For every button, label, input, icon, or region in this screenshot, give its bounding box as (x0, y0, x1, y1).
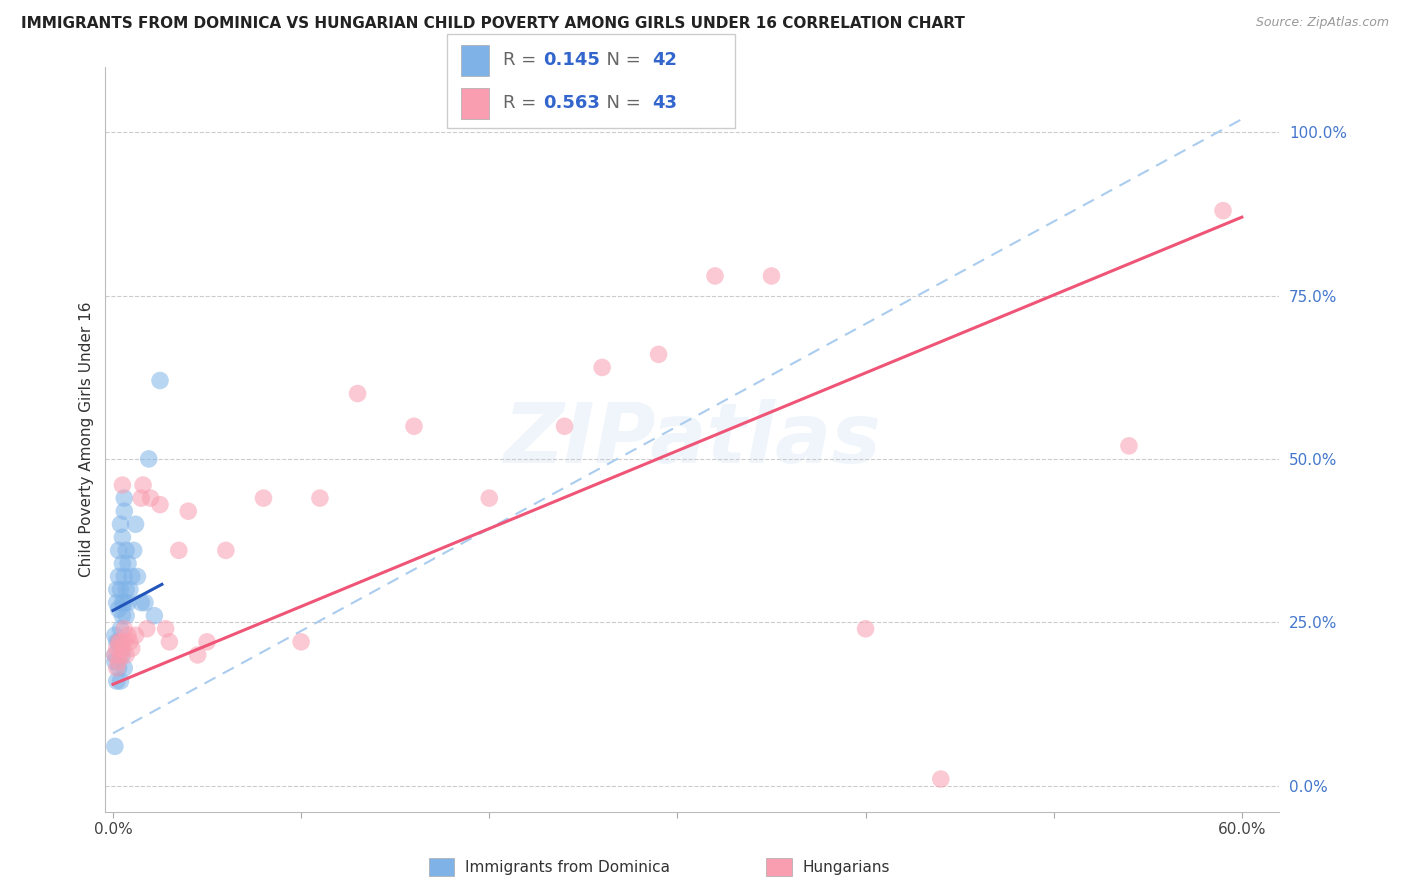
Point (1212, 203, 1234, 218)
Point (112, 569, 135, 583)
Point (591, 360, 613, 375)
Point (115, 648, 138, 662)
Point (127, 569, 149, 583)
Point (104, 648, 127, 662)
Point (290, 635, 312, 649)
Point (110, 674, 132, 689)
Point (111, 478, 134, 492)
Point (135, 622, 157, 636)
Point (118, 635, 141, 649)
Text: Immigrants from Dominica: Immigrants from Dominica (465, 860, 671, 874)
Point (112, 596, 135, 610)
Point (134, 596, 156, 610)
Point (107, 602, 129, 616)
Text: 0.145: 0.145 (543, 51, 599, 69)
Point (111, 641, 134, 656)
Point (117, 596, 139, 610)
Point (104, 628, 127, 642)
Point (105, 661, 128, 675)
Point (1118, 439, 1140, 453)
Text: ZIPatlas: ZIPatlas (503, 399, 882, 480)
Point (111, 596, 134, 610)
Point (107, 635, 129, 649)
Point (177, 504, 200, 518)
Point (111, 557, 134, 571)
Text: N =: N = (595, 51, 647, 69)
Point (121, 641, 143, 656)
Point (111, 530, 134, 544)
Point (104, 648, 127, 662)
Point (139, 491, 162, 505)
Point (252, 491, 274, 505)
Point (117, 628, 139, 642)
Point (117, 557, 139, 571)
Text: R =: R = (503, 51, 543, 69)
Point (104, 655, 127, 669)
Point (112, 635, 135, 649)
Point (121, 569, 143, 583)
Point (187, 648, 209, 662)
Point (105, 582, 128, 597)
Text: N =: N = (595, 95, 647, 112)
Point (138, 451, 160, 466)
Text: Source: ZipAtlas.com: Source: ZipAtlas.com (1256, 16, 1389, 29)
Point (112, 504, 135, 518)
Point (157, 635, 180, 649)
Point (118, 582, 141, 597)
Point (309, 491, 332, 505)
Point (554, 419, 576, 434)
Point (115, 543, 138, 558)
Point (855, 622, 877, 636)
Text: 42: 42 (652, 51, 678, 69)
Text: R =: R = (503, 95, 543, 112)
Point (129, 596, 152, 610)
Text: 43: 43 (652, 95, 678, 112)
Point (647, 347, 669, 361)
Point (112, 491, 135, 505)
Point (124, 517, 146, 532)
Point (478, 491, 501, 505)
Point (149, 498, 172, 512)
Point (105, 596, 128, 610)
Point (761, 268, 783, 283)
Point (105, 635, 128, 649)
Point (107, 661, 129, 675)
Point (195, 635, 218, 649)
Point (111, 648, 134, 662)
Point (107, 635, 129, 649)
Point (110, 582, 132, 597)
Point (402, 419, 425, 434)
Point (107, 543, 129, 558)
Point (107, 655, 129, 669)
Point (129, 491, 152, 505)
Point (346, 386, 368, 401)
Point (124, 628, 146, 642)
Point (112, 661, 135, 675)
Point (143, 608, 166, 623)
Point (167, 543, 190, 558)
Point (104, 739, 127, 754)
Point (704, 268, 727, 283)
Text: 0.563: 0.563 (543, 95, 599, 112)
Point (112, 622, 135, 636)
Point (105, 641, 128, 656)
Point (115, 582, 138, 597)
Point (110, 517, 132, 532)
Point (107, 569, 129, 583)
Point (105, 674, 128, 689)
Text: IMMIGRANTS FROM DOMINICA VS HUNGARIAN CHILD POVERTY AMONG GIRLS UNDER 16 CORRELA: IMMIGRANTS FROM DOMINICA VS HUNGARIAN CH… (21, 16, 965, 31)
Text: Hungarians: Hungarians (803, 860, 890, 874)
Y-axis label: Child Poverty Among Girls Under 16: Child Poverty Among Girls Under 16 (79, 301, 94, 577)
Point (110, 648, 132, 662)
Point (110, 635, 132, 649)
Point (132, 478, 155, 492)
Point (110, 622, 132, 636)
Point (155, 622, 177, 636)
Point (111, 608, 134, 623)
Point (929, 772, 952, 786)
Point (122, 543, 145, 558)
Point (149, 374, 172, 388)
Point (215, 543, 238, 558)
Point (115, 608, 138, 623)
